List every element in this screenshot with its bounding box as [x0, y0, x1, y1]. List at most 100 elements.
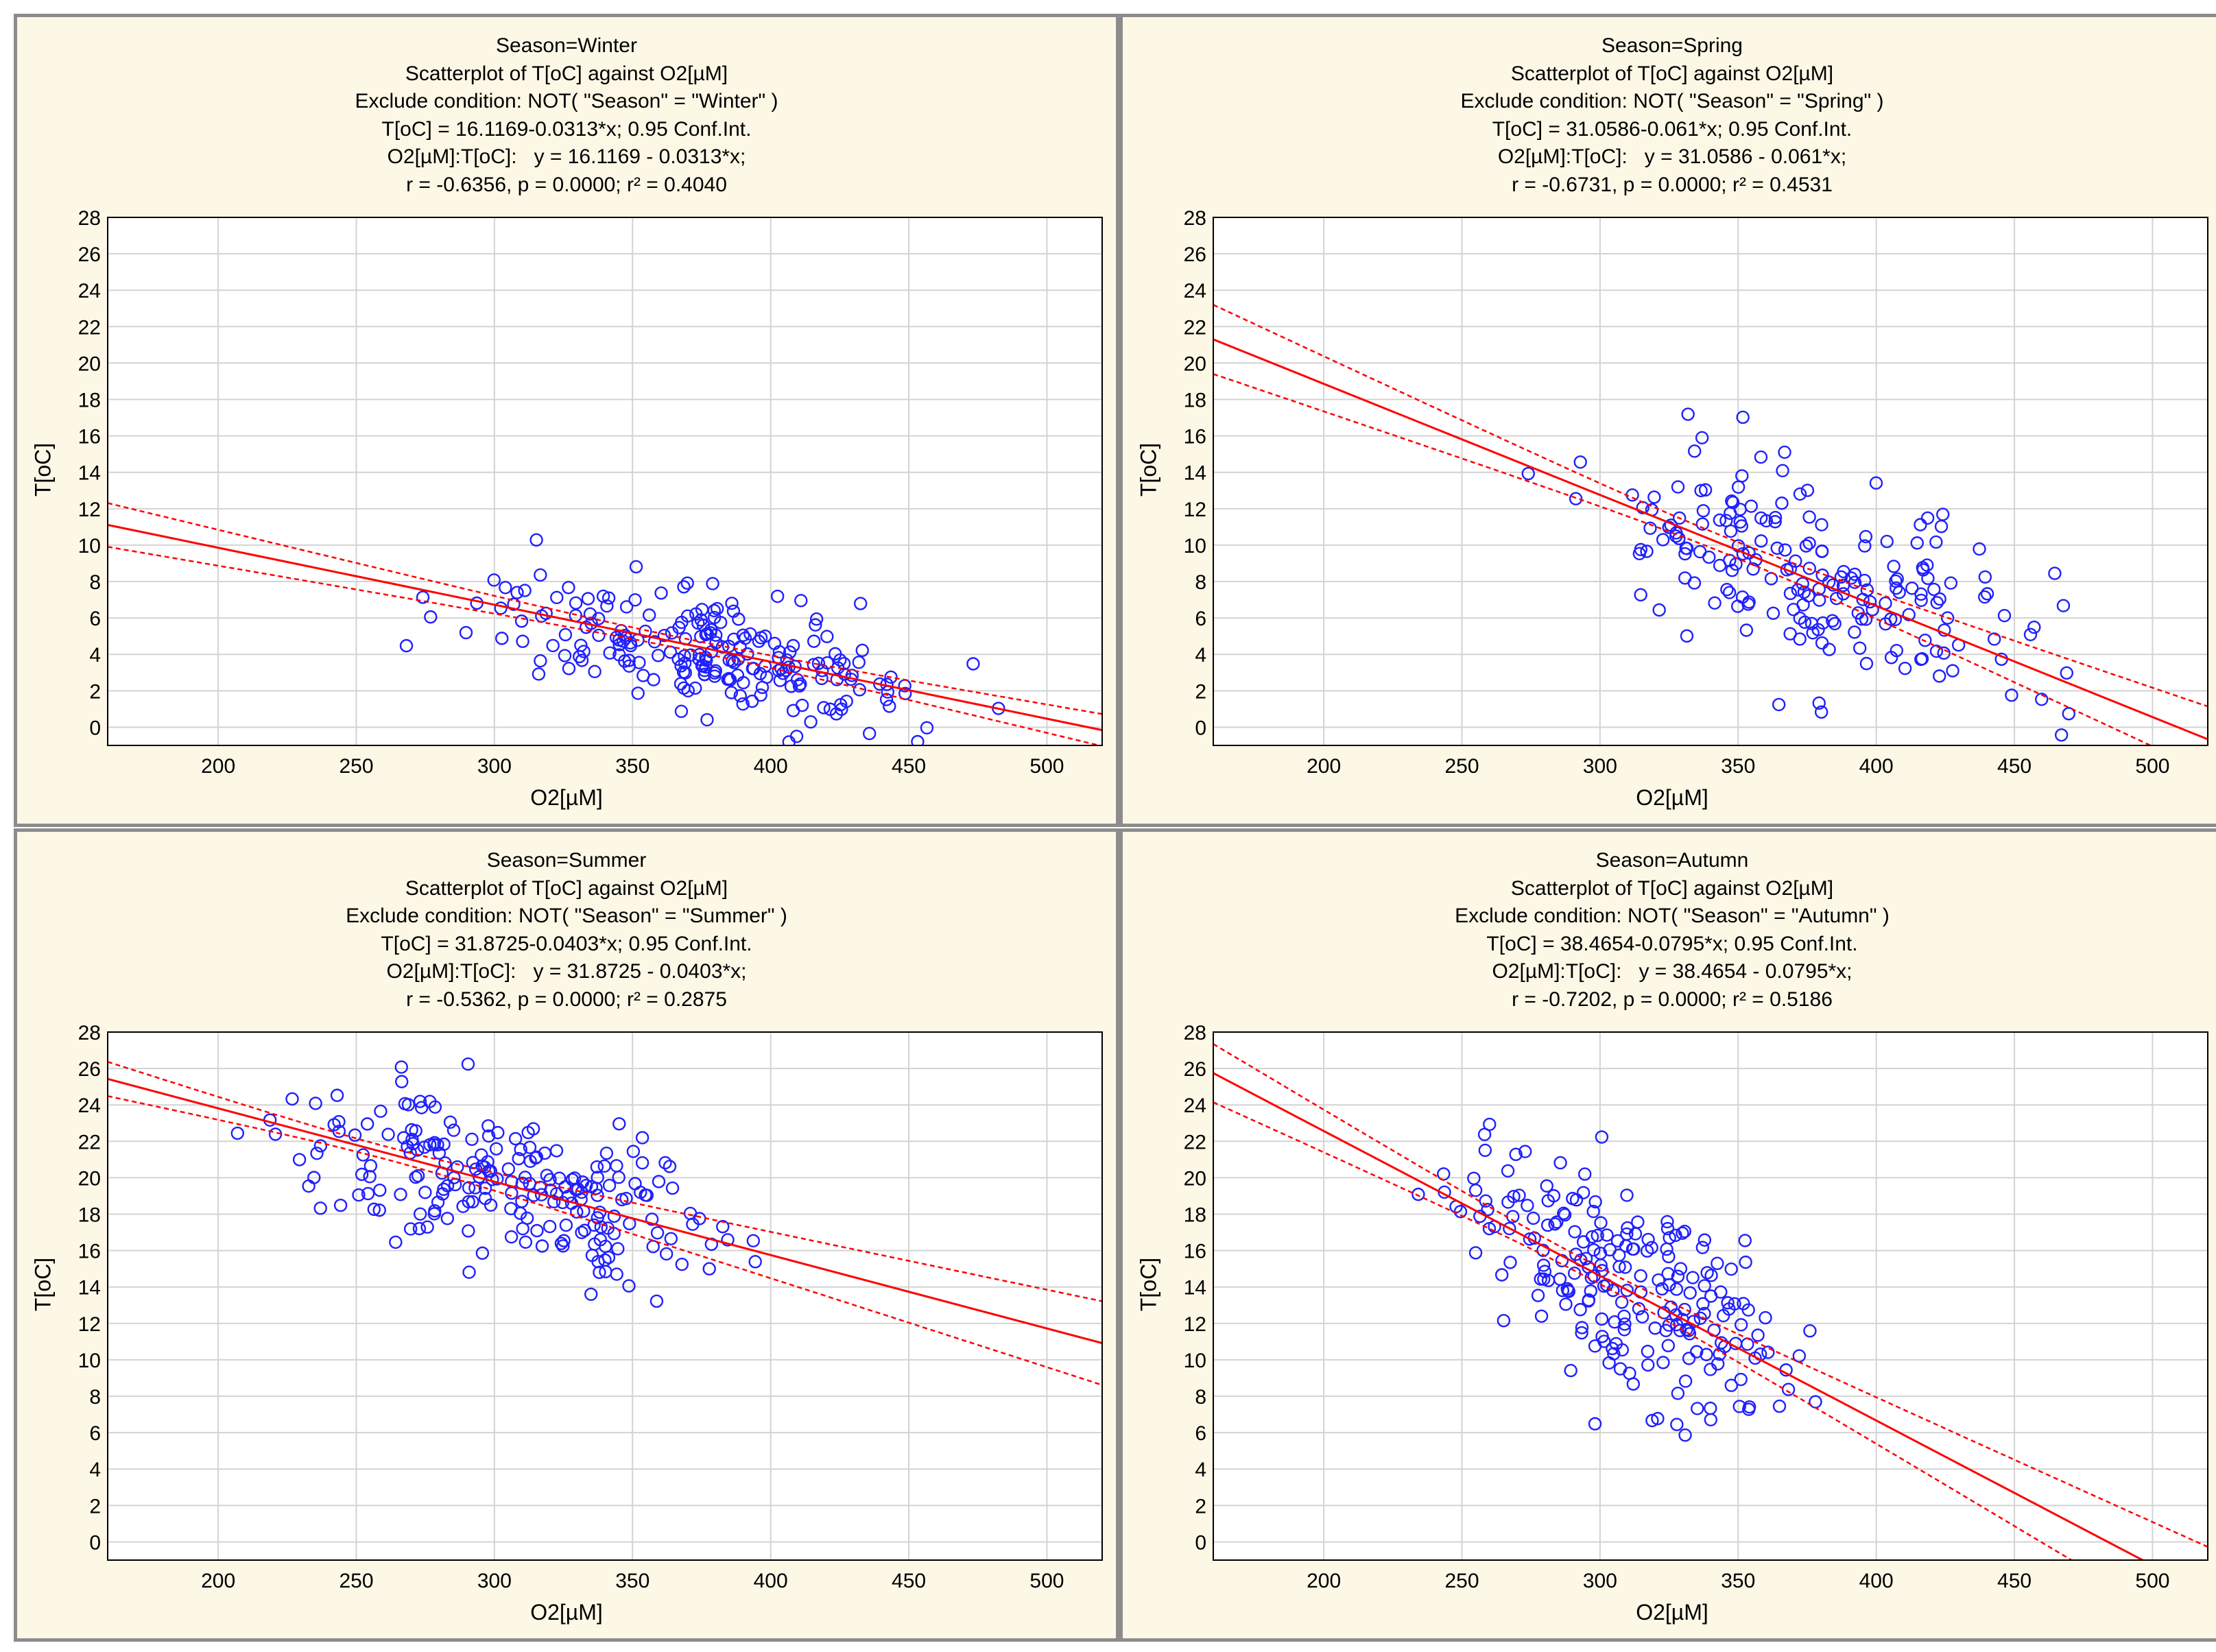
data-point: [1713, 513, 1727, 527]
data-point: [665, 1181, 680, 1195]
exclude-condition: Exclude condition: NOT( "Season" = "Spri…: [1460, 90, 1884, 112]
x-tick-label: 350: [615, 1570, 650, 1592]
data-point: [1540, 1179, 1553, 1193]
x-tick-label: 500: [2135, 1570, 2169, 1592]
data-point: [1946, 664, 1959, 678]
data-point: [413, 1094, 427, 1108]
data-point: [367, 1202, 381, 1217]
data-point: [1739, 1255, 1752, 1269]
data-point: [1780, 563, 1794, 577]
data-point: [1799, 539, 1813, 553]
data-point: [1736, 410, 1750, 424]
data-point: [565, 1173, 580, 1186]
y-tick-label: 18: [1184, 390, 1206, 412]
data-point: [736, 697, 750, 711]
data-point: [911, 734, 925, 745]
data-point: [736, 628, 750, 642]
data-point: [1556, 1284, 1570, 1297]
data-point: [1890, 643, 1904, 658]
x-tick-label: 400: [1859, 1570, 1894, 1592]
data-point: [610, 1267, 623, 1281]
data-point: [855, 643, 869, 658]
data-point: [1512, 1188, 1526, 1202]
data-point: [1577, 1167, 1592, 1181]
data-point: [1704, 1269, 1718, 1282]
data-point: [1731, 480, 1746, 494]
data-point: [1575, 1321, 1589, 1334]
data-point: [2035, 693, 2049, 706]
data-point: [1783, 586, 1798, 601]
data-point: [635, 1131, 650, 1145]
data-point: [1557, 1206, 1571, 1220]
data-point: [396, 1131, 411, 1145]
data-point: [1695, 517, 1710, 531]
data-point: [1892, 586, 1906, 599]
data-point: [558, 649, 572, 662]
data-point: [748, 1255, 762, 1269]
chart-title: Season=Autumn: [1595, 849, 1749, 872]
data-point: [562, 581, 575, 595]
data-point: [645, 1212, 659, 1226]
y-tick-label: 18: [78, 1204, 101, 1227]
data-point: [1537, 1272, 1551, 1286]
data-point: [852, 656, 866, 669]
data-point: [491, 1125, 505, 1140]
data-point: [622, 1279, 636, 1293]
data-point: [1683, 1286, 1697, 1300]
data-point: [559, 1218, 573, 1232]
regression-line: [1213, 1072, 2145, 1560]
y-tick-label: 28: [1184, 1022, 1206, 1044]
data-point: [820, 656, 835, 670]
data-point: [1651, 1411, 1665, 1426]
data-point: [313, 1201, 327, 1215]
data-point: [1682, 1352, 1696, 1365]
data-point: [631, 686, 645, 700]
data-point: [1568, 1225, 1582, 1238]
data-point: [743, 627, 757, 641]
plot-border: [1213, 217, 2208, 746]
data-point: [1916, 561, 1930, 575]
data-point: [1739, 623, 1754, 637]
data-point: [1661, 1267, 1675, 1281]
data-point: [1815, 518, 1828, 531]
y-tick-label: 2: [1195, 1495, 1206, 1518]
data-point: [462, 1265, 476, 1279]
x-tick-label: 250: [339, 755, 373, 778]
y-tick-label: 12: [78, 499, 101, 521]
data-point: [652, 1175, 666, 1188]
data-point: [411, 1169, 425, 1183]
data-point: [1660, 1221, 1675, 1236]
data-point: [523, 1154, 537, 1169]
data-point: [575, 654, 589, 667]
data-point: [966, 657, 980, 671]
data-point: [540, 1169, 554, 1182]
y-tick-label: 4: [1195, 1459, 1206, 1481]
data-point: [639, 624, 652, 638]
x-tick-label: 450: [1997, 755, 2032, 778]
data-point: [1915, 651, 1929, 666]
data-point: [1671, 1269, 1685, 1283]
data-point: [1772, 1399, 1787, 1413]
x-tick-label: 250: [1444, 1570, 1479, 1592]
data-point: [399, 638, 414, 653]
data-point: [1836, 587, 1850, 601]
data-point: [581, 592, 595, 606]
data-point: [692, 652, 706, 667]
data-point: [465, 1132, 479, 1147]
data-point: [309, 1097, 322, 1110]
data-point: [1634, 542, 1648, 557]
data-point: [405, 1123, 418, 1137]
data-point: [394, 1075, 409, 1088]
data-point: [1728, 1297, 1741, 1311]
data-point: [372, 1204, 386, 1217]
x-tick-label: 400: [754, 755, 788, 778]
data-point: [612, 633, 626, 647]
y-tick-label: 2: [1195, 680, 1206, 703]
data-point: [535, 1239, 549, 1253]
data-point: [1647, 490, 1661, 504]
data-point: [684, 648, 698, 662]
data-point: [1641, 1358, 1655, 1372]
data-point: [835, 702, 848, 716]
data-point: [495, 632, 509, 645]
data-point: [580, 621, 593, 634]
